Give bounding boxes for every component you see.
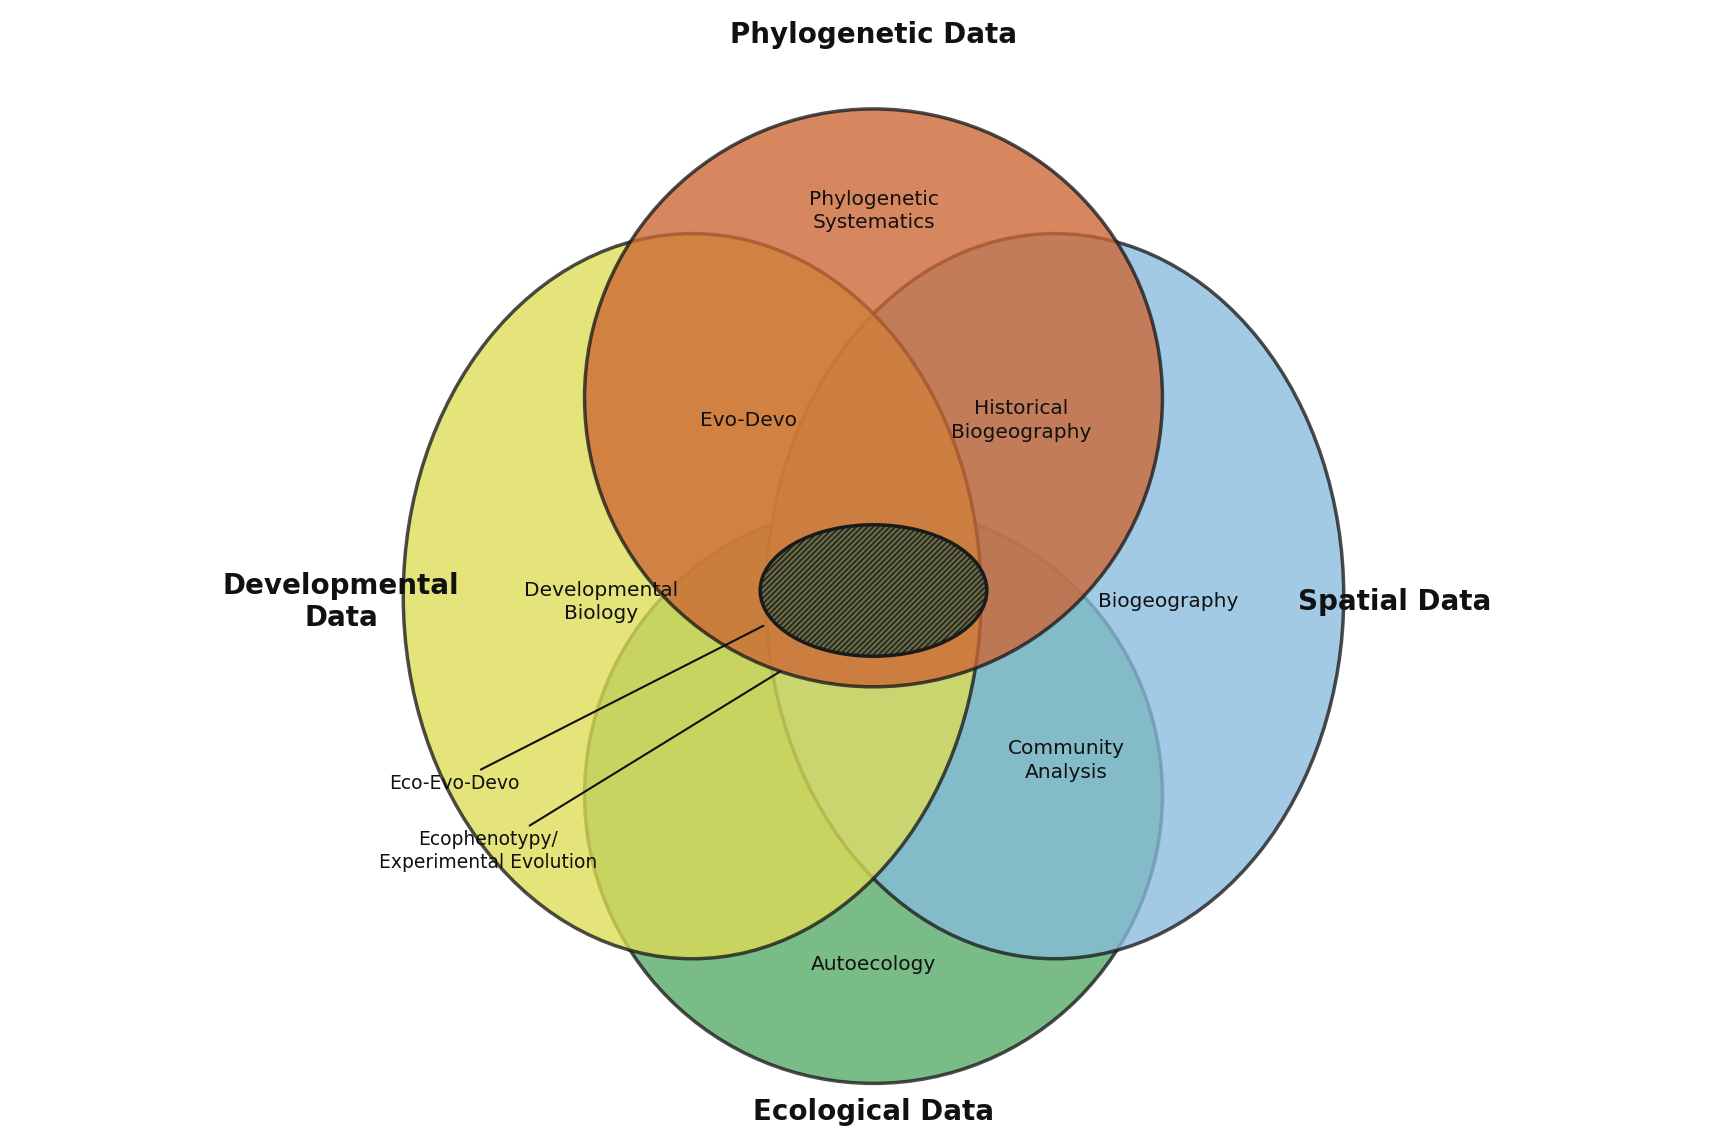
Ellipse shape bbox=[584, 506, 1163, 1084]
Text: Ecological Data: Ecological Data bbox=[754, 1098, 994, 1125]
Text: Spatial Data: Spatial Data bbox=[1298, 587, 1492, 616]
Text: Autoecology: Autoecology bbox=[810, 955, 935, 974]
Text: Ecophenotypy/
Experimental Evolution: Ecophenotypy/ Experimental Evolution bbox=[379, 671, 781, 873]
Text: Phylogenetic Data: Phylogenetic Data bbox=[730, 22, 1018, 49]
Ellipse shape bbox=[584, 109, 1163, 687]
Text: Biogeography: Biogeography bbox=[1098, 592, 1238, 611]
Text: Community
Analysis: Community Analysis bbox=[1007, 739, 1124, 782]
Ellipse shape bbox=[766, 234, 1343, 959]
Text: Eco-Evo-Devo: Eco-Evo-Devo bbox=[389, 626, 764, 793]
Text: Developmental
Biology: Developmental Biology bbox=[524, 580, 678, 623]
Text: Phylogenetic
Systematics: Phylogenetic Systematics bbox=[809, 189, 939, 232]
Ellipse shape bbox=[761, 525, 987, 656]
Text: Evo-Devo: Evo-Devo bbox=[701, 411, 797, 430]
Text: Developmental
Data: Developmental Data bbox=[223, 571, 459, 632]
Text: Historical
Biogeography: Historical Biogeography bbox=[951, 399, 1091, 442]
Ellipse shape bbox=[403, 234, 982, 959]
